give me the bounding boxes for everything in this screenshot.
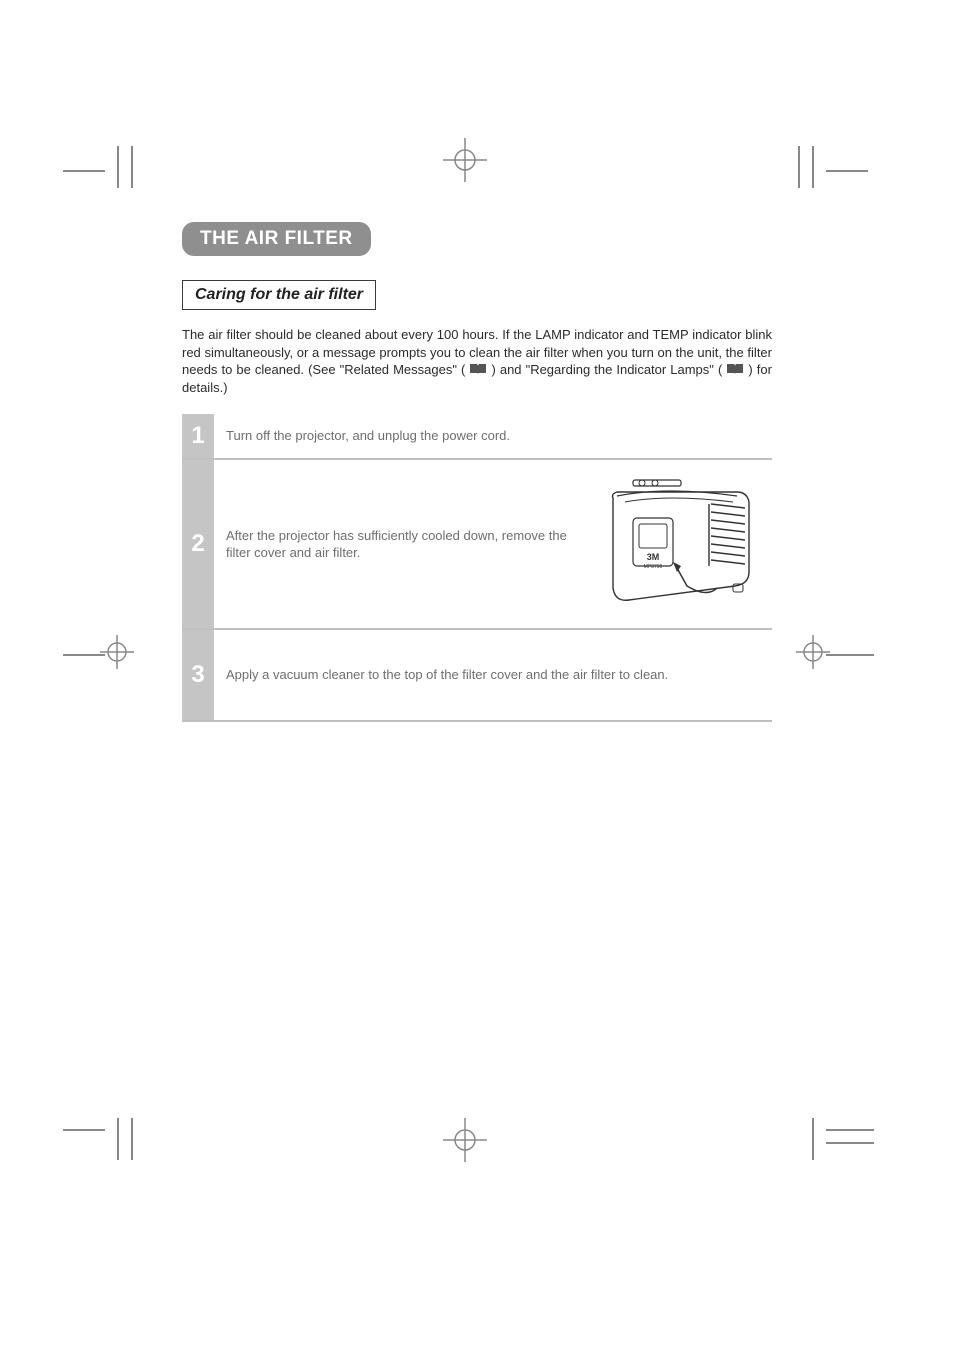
registration-mark-icon: [100, 635, 144, 679]
crop-mark: [117, 1118, 119, 1160]
registration-mark-icon: [443, 138, 487, 182]
book-icon: [726, 363, 744, 375]
book-icon: [469, 363, 487, 375]
crop-mark: [63, 170, 105, 172]
crop-mark: [826, 1129, 874, 1131]
step-number-cell: 1: [182, 414, 214, 458]
step-text: Apply a vacuum cleaner to the top of the…: [214, 630, 772, 720]
crop-mark: [131, 1118, 133, 1160]
step-number: 2: [191, 530, 204, 558]
crop-mark: [63, 654, 105, 656]
crop-mark: [812, 146, 814, 188]
crop-mark: [63, 1129, 105, 1131]
crop-mark: [117, 146, 119, 188]
projector-illustration-icon: 3M MP8790: [607, 476, 757, 612]
step-row: 2 After the projector has sufficiently c…: [182, 460, 772, 628]
step-divider: [182, 720, 772, 722]
step-text: Turn off the projector, and unplug the p…: [214, 414, 772, 458]
step-text: After the projector has sufficiently coo…: [214, 460, 592, 628]
step-number: 3: [191, 661, 204, 689]
crop-mark: [798, 146, 800, 188]
content-area: THE AIR FILTER Caring for the air filter…: [182, 222, 772, 722]
crop-mark: [826, 1142, 874, 1144]
svg-text:MP8790: MP8790: [644, 564, 663, 570]
registration-mark-icon: [443, 1118, 487, 1162]
page: THE AIR FILTER Caring for the air filter…: [0, 0, 954, 1351]
intro-paragraph: The air filter should be cleaned about e…: [182, 326, 772, 396]
step-number-cell: 3: [182, 630, 214, 720]
step-number-cell: 2: [182, 460, 214, 628]
section-heading: THE AIR FILTER: [182, 222, 371, 256]
registration-mark-icon: [796, 635, 840, 679]
sub-heading-container: Caring for the air filter: [182, 280, 772, 310]
sub-heading: Caring for the air filter: [182, 280, 376, 310]
steps-table: 1 Turn off the projector, and unplug the…: [182, 414, 772, 722]
crop-mark: [131, 146, 133, 188]
crop-mark: [826, 170, 868, 172]
step-illustration-cell: 3M MP8790: [592, 460, 772, 628]
intro-text-mid: ) and "Regarding the Indicator Lamps" (: [491, 362, 722, 377]
svg-text:3M: 3M: [647, 552, 660, 562]
crop-mark: [812, 1118, 814, 1160]
step-row: 3 Apply a vacuum cleaner to the top of t…: [182, 630, 772, 720]
step-number: 1: [191, 422, 204, 450]
step-row: 1 Turn off the projector, and unplug the…: [182, 414, 772, 458]
